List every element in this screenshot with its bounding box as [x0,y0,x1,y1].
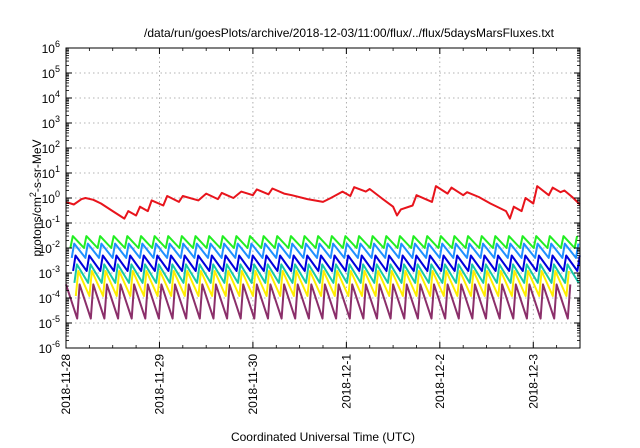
series-line [73,263,580,284]
series-group [65,185,581,320]
series-line [72,254,581,272]
series-line [70,242,580,259]
series-line [65,185,581,220]
series-line [69,235,579,249]
x-tick-label: 2018-11-28 [59,354,73,415]
y-tick-label: 10-1 [39,214,60,231]
y-tick-label: 106 [42,39,60,56]
x-tick-label: 2018-12-3 [526,354,540,409]
series-line [65,283,572,320]
y-tick-label: 100 [42,189,60,206]
y-tick-label: 10-2 [39,239,60,256]
y-tick-label: 10-5 [39,314,60,331]
x-tick-label: 2018-12-1 [339,354,353,409]
chart-title: /data/run/goesPlots/archive/2018-12-03/1… [144,26,555,40]
y-tick-label: 104 [42,89,60,106]
grid [66,48,580,348]
y-tick-label: 10-3 [39,264,60,281]
y-tick-label: 10-6 [39,339,60,356]
y-axis-label: protons/cm2-s-sr-MeV [28,139,44,256]
y-tick-label: 105 [42,64,60,81]
x-tick-label: 2018-11-30 [246,354,260,415]
y-tick-label: 10-4 [39,289,60,306]
y-tick-label: 103 [42,114,60,131]
x-tick-label: 2018-12-2 [433,354,447,409]
y-tick-label: 101 [42,164,60,181]
series-line [74,270,570,297]
y-axis: 10-6 10-5 10-4 10-3 10-2 10-1 100 101 102 103 104 1… [39,39,580,356]
y-tick-label: 102 [42,139,60,156]
x-tick-label: 2018-11-29 [152,354,166,415]
x-axis: 2018-11-28 2018-11-29 2018-11-30 2018-12-1 2… [59,48,581,415]
x-axis-label: Coordinated Universal Time (UTC) [231,430,415,444]
